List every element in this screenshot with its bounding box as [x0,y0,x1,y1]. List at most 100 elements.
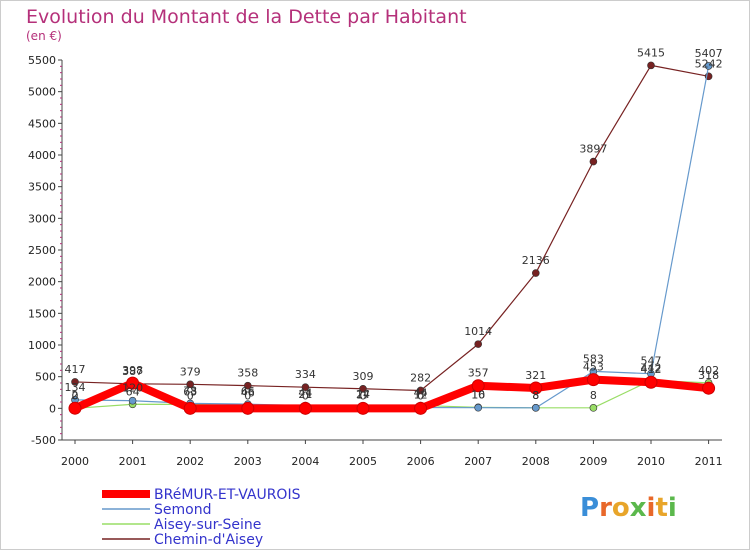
x-tick-label: 2000 [61,455,89,468]
data-label: 0 [244,389,251,402]
data-point [471,379,485,393]
legend: BRéMUR-ET-VAUROISSemondAisey-sur-SeineCh… [102,487,301,548]
series-3 [71,61,713,395]
data-label: 453 [583,361,604,374]
data-point [128,396,137,405]
legend-label: Aisey-sur-Seine [154,517,261,533]
x-tick-label: 2002 [176,455,204,468]
x-tick-label: 2006 [407,455,435,468]
y-tick-label: 1000 [28,339,56,352]
x-tick-label: 2009 [579,455,607,468]
x-tick-label: 2001 [119,455,147,468]
data-point [416,386,425,395]
data-point [531,269,540,277]
data-point [531,404,540,412]
data-label: 417 [65,363,86,376]
logo-text: Proxiti [580,493,677,523]
data-point [702,381,716,395]
data-point [529,381,543,395]
data-point [71,378,79,386]
y-tick-label: -500 [31,434,56,447]
data-label: 21 [298,388,312,401]
axes: -500050010001500200025003000350040004500… [28,54,723,468]
data-label: 46 [241,386,255,399]
y-tick-label: 2500 [28,244,56,257]
data-label: 17 [356,388,370,401]
data-label: 24 [356,388,370,401]
y-tick-label: 4000 [28,149,56,162]
series-layer [68,61,716,415]
data-label: 5415 [637,46,665,59]
data-point [241,401,255,415]
data-point [474,340,483,348]
x-tick-label: 2005 [349,455,377,468]
y-tick-label: 4500 [28,117,56,130]
data-label: 357 [468,367,489,380]
y-tick-label: 5500 [28,54,56,67]
data-label: 583 [583,352,604,365]
data-label: 358 [237,367,258,380]
y-tick-label: 500 [35,371,56,384]
legend-label: Semond [154,502,211,518]
data-label: 379 [180,365,201,378]
data-label: 64 [126,385,140,398]
data-point [474,403,483,412]
series-line [71,375,713,413]
data-point [704,62,713,70]
data-label: 442 [641,361,662,374]
data-point [244,381,252,390]
chart-title: Evolution du Montant de la Dette par Hab… [26,6,467,28]
data-point [298,401,312,415]
y-tick-label: 1500 [28,307,56,320]
data-label: 44 [298,387,312,400]
data-label: 8 [532,389,539,402]
data-point [644,375,658,389]
data-point [589,157,598,166]
y-tick-label: 3000 [28,212,56,225]
data-label: 120 [122,382,143,395]
data-label: 66 [241,385,255,398]
data-label: 402 [698,364,719,377]
data-point [359,384,367,393]
y-tick-label: 2000 [28,276,56,289]
data-label: 321 [525,369,546,382]
data-label: 5407 [695,47,723,60]
series-0 [68,373,716,415]
data-point [68,401,82,415]
proxiti-logo: Proxiti [580,493,677,523]
data-label: 282 [410,371,431,384]
data-label: 1014 [464,325,492,338]
x-tick-label: 2010 [637,455,665,468]
y-tick-label: 3500 [28,181,56,194]
x-tick-label: 2008 [522,455,550,468]
data-label: 10 [471,389,485,402]
data-label: 334 [295,368,316,381]
y-tick-label: 0 [49,402,56,415]
y-tick-label: 5000 [28,86,56,99]
data-label: 412 [641,363,662,376]
data-label: 12 [414,389,428,402]
data-label: 3897 [579,143,607,156]
x-tick-label: 2003 [234,455,262,468]
data-label: 8 [532,389,539,402]
legend-label: BRéMUR-ET-VAUROIS [154,487,301,503]
data-point [586,373,600,387]
data-label: 44 [414,387,428,400]
data-label: 2 [72,389,79,402]
data-label: 63 [183,385,197,398]
data-label: 309 [353,370,374,383]
data-point [414,401,428,415]
data-point [589,404,598,412]
data-label: 398 [122,364,143,377]
data-label: 0 [302,389,309,402]
data-label: 0 [72,389,79,402]
legend-label: Chemin-d'Aisey [154,532,263,548]
data-label: 0 [187,389,194,402]
data-label: 8 [590,389,597,402]
data-point [301,383,310,391]
x-tick-label: 2011 [695,455,723,468]
